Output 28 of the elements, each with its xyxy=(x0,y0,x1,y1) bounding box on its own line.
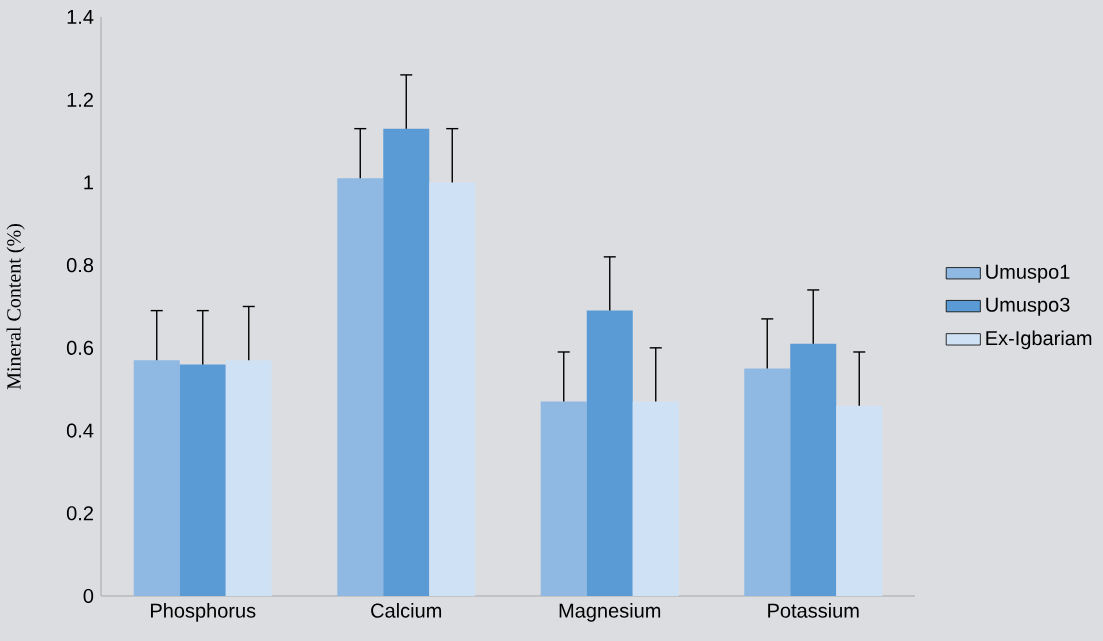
bar xyxy=(836,405,883,596)
bar xyxy=(790,343,837,596)
x-tick-label: Calcium xyxy=(371,603,442,618)
x-tick-label: Potassium xyxy=(768,603,859,618)
bar xyxy=(337,178,384,596)
legend-label: Ex-Igbariam xyxy=(986,330,1092,350)
y-tick-label: 0 xyxy=(83,588,94,604)
bar xyxy=(225,360,272,596)
y-tick-label: 0.4 xyxy=(66,423,94,438)
bar xyxy=(429,182,476,596)
y-tick-label: 0.8 xyxy=(66,258,94,273)
bar xyxy=(586,310,633,596)
y-tick-label: 1.4 xyxy=(67,10,94,24)
legend-label: Umuspo1 xyxy=(986,264,1070,283)
x-tick-label: Magnesium xyxy=(559,603,661,622)
bar xyxy=(133,360,180,596)
y-tick-label: 0.6 xyxy=(66,340,94,355)
bar xyxy=(540,401,587,596)
bar xyxy=(383,128,430,596)
legend-label: Umuspo3 xyxy=(986,297,1070,316)
y-tick-label: 0.2 xyxy=(66,506,93,521)
y-tick-label: 1.2 xyxy=(67,92,93,107)
y-tick-label: 1 xyxy=(84,175,93,190)
y-axis-title: Mineral Content (%) xyxy=(6,224,25,390)
bar xyxy=(744,368,791,596)
bar xyxy=(179,364,226,596)
x-tick-label: Phosphorus xyxy=(151,603,256,622)
bar xyxy=(632,401,679,596)
